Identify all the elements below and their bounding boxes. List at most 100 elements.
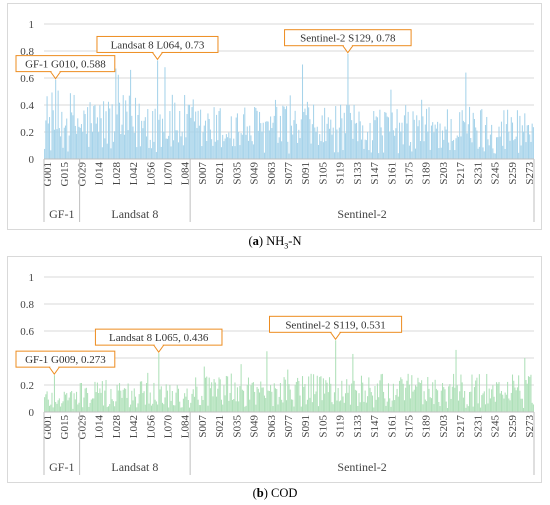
bar <box>445 129 447 159</box>
bar <box>510 392 512 412</box>
bar <box>401 122 403 159</box>
bar <box>387 117 390 159</box>
bar <box>521 398 523 412</box>
x-tick-label: L028 <box>111 415 123 439</box>
bar <box>391 112 393 159</box>
bar <box>208 118 210 159</box>
bar <box>459 391 461 412</box>
bar <box>127 130 129 159</box>
bar <box>87 392 89 412</box>
bar <box>297 142 299 159</box>
bar <box>122 95 124 159</box>
bar <box>349 112 351 159</box>
bar <box>392 130 394 159</box>
bar <box>427 131 429 159</box>
y-tick-label: 0.2 <box>20 380 34 392</box>
x-tick-label: L014 <box>94 415 106 439</box>
bar <box>298 381 300 412</box>
bar <box>270 384 272 412</box>
bar <box>155 401 157 412</box>
bar <box>254 107 256 159</box>
bar <box>481 395 483 412</box>
bar <box>120 390 122 412</box>
bar <box>324 107 326 159</box>
bar <box>341 118 343 159</box>
bar <box>115 68 117 159</box>
x-tick-label: S217 <box>455 162 467 185</box>
bar <box>90 399 92 412</box>
bar <box>56 129 58 159</box>
bar <box>399 122 401 159</box>
bar <box>85 133 87 159</box>
bar <box>369 387 371 412</box>
bar <box>166 390 168 412</box>
bar <box>257 388 259 412</box>
callout-text: Sentinel-2 S129, 0.78 <box>300 33 396 45</box>
bar <box>190 402 192 412</box>
group-label: GF-1 <box>49 207 74 221</box>
bar <box>392 383 394 412</box>
bar <box>428 388 430 412</box>
bar <box>94 104 96 159</box>
bar <box>132 126 134 159</box>
bar <box>68 135 70 159</box>
x-tick-label: S231 <box>472 162 484 185</box>
bar <box>56 403 58 412</box>
bar <box>439 123 441 159</box>
x-tick-label: S119 <box>335 162 347 185</box>
bar <box>489 398 491 412</box>
bar <box>395 128 397 159</box>
x-tick-label: S035 <box>231 415 243 438</box>
bar <box>499 136 501 159</box>
x-tick-label: L070 <box>163 415 175 439</box>
bar <box>103 101 105 159</box>
bar <box>106 407 108 412</box>
bar <box>413 119 415 159</box>
bar <box>505 394 507 412</box>
bar <box>384 398 386 412</box>
bar <box>299 395 301 412</box>
bar <box>492 148 494 159</box>
bar <box>260 381 262 412</box>
bar <box>218 377 220 412</box>
bar <box>138 103 140 159</box>
bar <box>438 401 440 412</box>
bar <box>354 389 356 412</box>
x-tick-label: S021 <box>214 162 226 185</box>
bar <box>239 145 241 159</box>
bar <box>416 386 418 412</box>
bar <box>477 403 479 412</box>
bar <box>333 152 335 159</box>
bar <box>101 147 103 159</box>
bar <box>185 137 187 159</box>
bar <box>100 118 102 159</box>
bar <box>286 106 288 159</box>
bar <box>214 141 216 159</box>
bar <box>403 400 405 412</box>
bar <box>374 120 376 159</box>
x-tick-label: S007 <box>197 415 209 438</box>
bar <box>177 388 180 412</box>
bar <box>158 119 160 159</box>
bar <box>459 112 461 159</box>
group-label: Sentinel-2 <box>337 207 386 221</box>
bar <box>66 393 68 412</box>
bar <box>144 404 146 412</box>
bar <box>279 383 281 412</box>
bar <box>494 401 496 412</box>
bar <box>478 146 480 159</box>
x-tick-label: S245 <box>490 415 502 438</box>
bar <box>320 141 322 159</box>
bar <box>230 373 232 412</box>
bar <box>246 384 248 412</box>
bar <box>128 407 130 412</box>
bar <box>376 383 378 412</box>
bar <box>405 105 407 159</box>
bar <box>52 407 54 412</box>
bar <box>51 92 53 159</box>
bar <box>434 379 436 412</box>
bar <box>518 152 520 159</box>
x-tick-label: L056 <box>145 162 157 186</box>
bar <box>250 135 252 159</box>
y-tick-label: 0 <box>29 154 35 166</box>
